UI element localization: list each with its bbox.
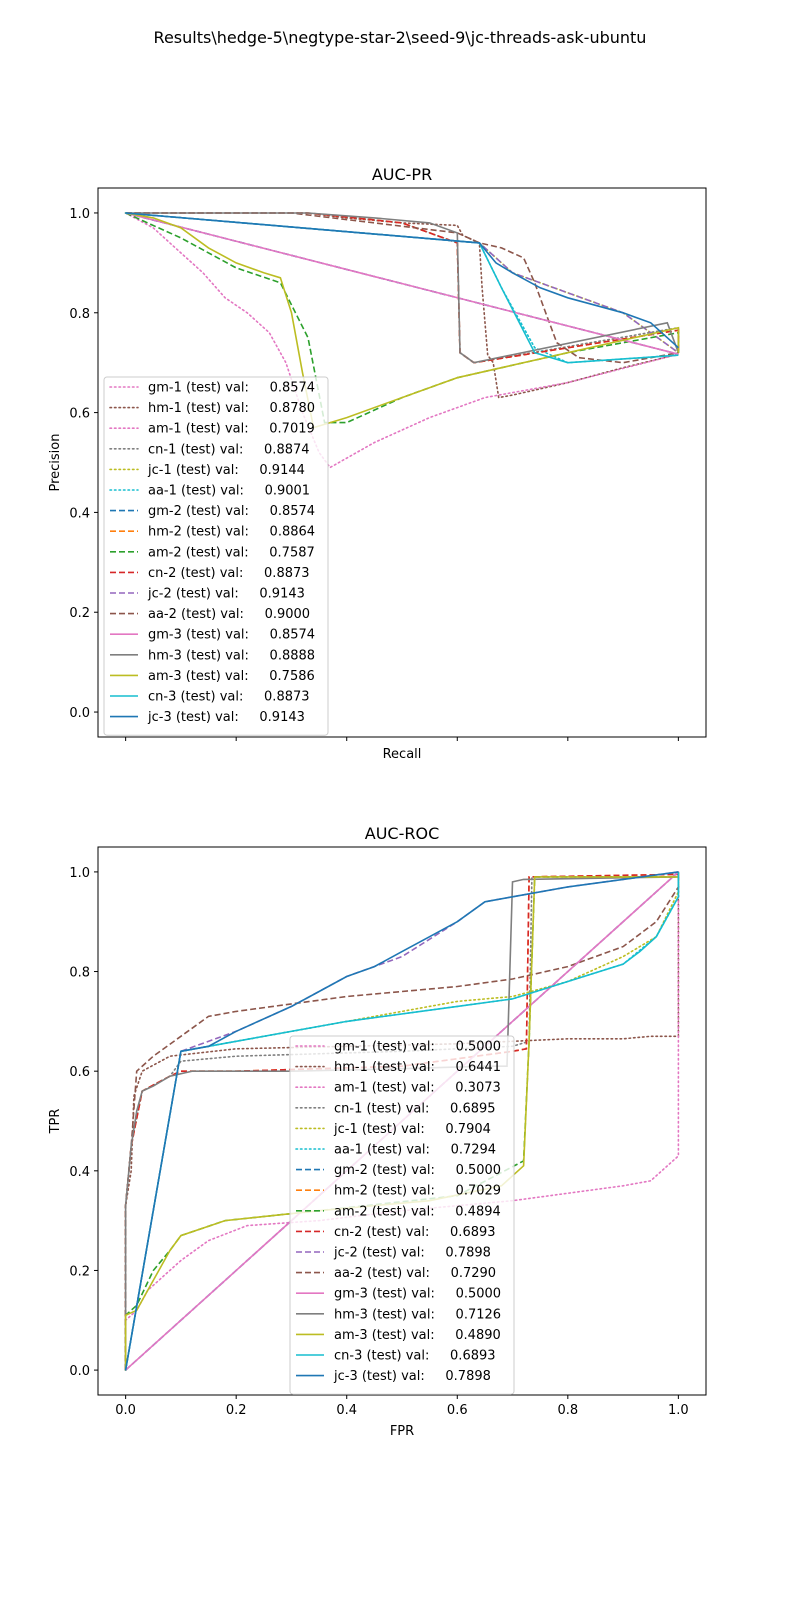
legend-label: hm-1 (test) val: 0.8780 xyxy=(148,401,315,416)
legend-label: jc-2 (test) val: 0.7898 xyxy=(333,1246,491,1261)
series-line-jc-1 xyxy=(124,212,680,354)
legend: gm-1 (test) val: 0.5000 hm-1 (test) val: … xyxy=(289,1035,515,1395)
y-tick-label: 0.8 xyxy=(69,307,90,322)
y-tick-label: 0.8 xyxy=(69,966,90,981)
series-line-am-3 xyxy=(125,212,680,429)
x-axis-label: Recall xyxy=(383,747,422,762)
legend-label: am-3 (test) val: 0.4890 xyxy=(334,1328,501,1343)
legend-label: cn-1 (test) val: 0.6895 xyxy=(334,1101,496,1116)
legend-label: hm-3 (test) val: 0.7126 xyxy=(334,1307,501,1322)
y-tick-label: 0.4 xyxy=(69,1165,90,1180)
y-tick-label: 0.0 xyxy=(69,1364,90,1379)
legend-label: cn-2 (test) val: 0.6893 xyxy=(334,1225,496,1240)
chart-auc-roc: AUC-ROC 0.0 0.2 0.4 0.6 0.8 1.0 0.0 0.2 0.4 0.6 0.8… xyxy=(48,824,707,1439)
y-axis-label: Precision xyxy=(48,433,63,491)
legend-label: aa-1 (test) val: 0.9001 xyxy=(148,484,310,499)
legend-label: cn-3 (test) val: 0.8873 xyxy=(148,690,310,705)
legend-label: gm-3 (test) val: 0.5000 xyxy=(334,1287,501,1302)
y-axis-label: TPR xyxy=(48,1109,63,1135)
legend-label: aa-2 (test) val: 0.7290 xyxy=(334,1266,496,1281)
chart-title: AUC-ROC xyxy=(365,824,439,843)
legend-label: am-2 (test) val: 0.4894 xyxy=(334,1204,501,1219)
series-line-hm-3 xyxy=(124,876,679,1371)
chart-title: AUC-PR xyxy=(372,165,432,184)
series-line-aa-1 xyxy=(124,212,680,364)
series-line-hm-2 xyxy=(125,212,680,364)
series-line-cn-2 xyxy=(125,212,680,364)
legend-label: gm-2 (test) val: 0.5000 xyxy=(334,1163,501,1178)
legend-label: am-1 (test) val: 0.3073 xyxy=(334,1081,501,1096)
y-tick-label: 0.6 xyxy=(69,1065,90,1080)
y-tick-label: 1.0 xyxy=(69,207,90,222)
legend-label: aa-1 (test) val: 0.7294 xyxy=(334,1143,496,1158)
legend-label: jc-1 (test) val: 0.7904 xyxy=(333,1122,491,1137)
legend-label: jc-2 (test) val: 0.9143 xyxy=(147,587,305,602)
series-group xyxy=(124,212,680,469)
legend-box xyxy=(289,1035,515,1395)
legend-label: jc-3 (test) val: 0.9143 xyxy=(147,710,305,725)
series-line-am-2 xyxy=(125,212,680,424)
legend-label: cn-3 (test) val: 0.6893 xyxy=(334,1349,496,1364)
y-tick-label: 0.2 xyxy=(69,606,90,621)
series-line-cn-3 xyxy=(125,212,679,364)
legend-label: am-3 (test) val: 0.7586 xyxy=(148,669,315,684)
y-tick-label: 0.2 xyxy=(69,1264,90,1279)
legend-label: gm-2 (test) val: 0.8574 xyxy=(148,504,315,519)
legend-label: gm-3 (test) val: 0.8574 xyxy=(148,628,315,643)
x-tick-label: 0.2 xyxy=(226,1403,247,1418)
legend-label: am-2 (test) val: 0.7587 xyxy=(148,545,315,560)
series-line-aa-2 xyxy=(125,212,679,364)
series-line-cn-3 xyxy=(124,871,680,1371)
legend-label: hm-2 (test) val: 0.7029 xyxy=(334,1184,501,1199)
legend-label: gm-1 (test) val: 0.8574 xyxy=(148,381,315,396)
y-tick-label: 0.6 xyxy=(69,407,90,422)
legend-box xyxy=(103,376,329,736)
x-tick-label: 0.4 xyxy=(336,1403,357,1418)
legend-label: hm-2 (test) val: 0.8864 xyxy=(148,525,315,540)
x-tick-label: 0.8 xyxy=(557,1403,578,1418)
series-line-gm-3 xyxy=(125,212,679,355)
legend: gm-1 (test) val: 0.8574 hm-1 (test) val: … xyxy=(103,376,329,736)
legend-label: jc-3 (test) val: 0.7898 xyxy=(333,1369,491,1384)
figure-title: Results\hedge-5\negtype-star-2\seed-9\jc… xyxy=(153,28,647,47)
axes-frame xyxy=(97,846,707,1396)
series-line-cn-1 xyxy=(124,212,680,364)
legend-label: aa-2 (test) val: 0.9000 xyxy=(148,607,310,622)
series-line-am-3 xyxy=(124,876,679,1371)
x-tick-label: 0.0 xyxy=(115,1403,136,1418)
legend-label: hm-3 (test) val: 0.8888 xyxy=(148,648,315,663)
series-line-jc-3 xyxy=(125,212,679,349)
legend-label: hm-1 (test) val: 0.6441 xyxy=(334,1060,501,1075)
legend-label: jc-1 (test) val: 0.9144 xyxy=(147,463,305,478)
x-tick-label: 0.6 xyxy=(447,1403,468,1418)
y-tick-label: 1.0 xyxy=(69,866,90,881)
axes-frame xyxy=(97,187,707,738)
legend-label: am-1 (test) val: 0.7019 xyxy=(148,422,315,437)
series-line-jc-3 xyxy=(124,871,679,1371)
series-line-hm-3 xyxy=(125,212,680,364)
x-tick-label: 1.0 xyxy=(668,1403,689,1418)
chart-auc-pr: AUC-PR 0.0 0.2 0.4 0.6 0.8 1.0 Recall Precision g… xyxy=(48,165,707,762)
legend-label: cn-2 (test) val: 0.8873 xyxy=(148,566,310,581)
y-tick-label: 0.0 xyxy=(69,706,90,721)
y-tick-label: 0.4 xyxy=(69,506,90,521)
legend-label: gm-1 (test) val: 0.5000 xyxy=(334,1040,501,1055)
x-axis-label: FPR xyxy=(390,1424,414,1439)
legend-label: cn-1 (test) val: 0.8874 xyxy=(148,442,310,457)
